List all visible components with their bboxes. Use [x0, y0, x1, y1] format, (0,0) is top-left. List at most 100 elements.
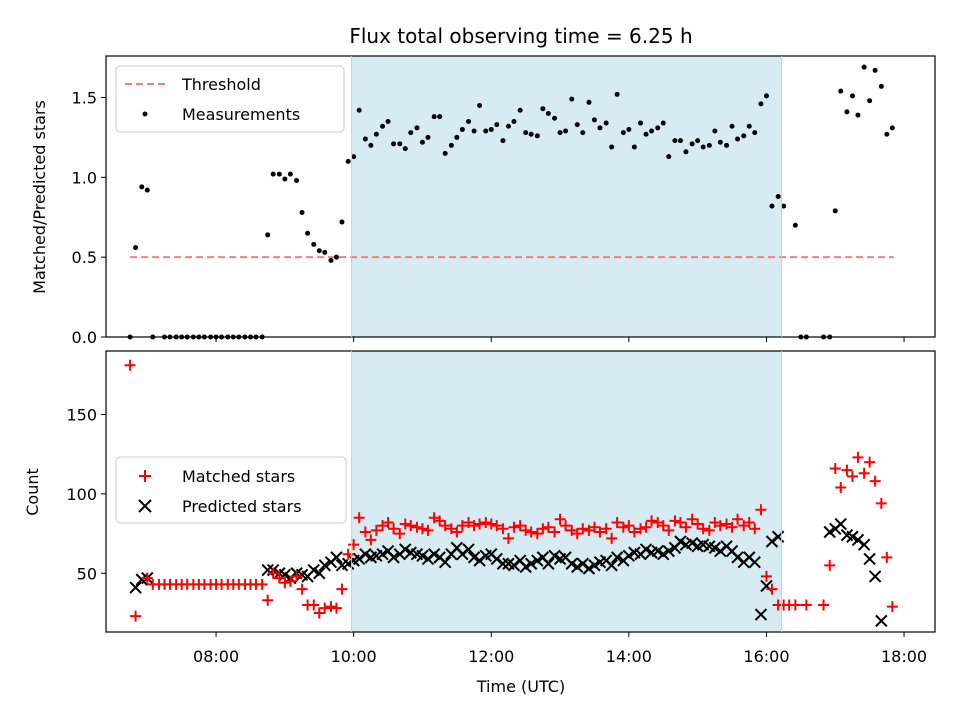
matched-point — [325, 601, 337, 613]
matched-point — [497, 523, 509, 535]
measurement-point — [356, 107, 362, 113]
matched-point — [480, 516, 492, 528]
matched-point — [663, 524, 675, 536]
matched-point — [445, 523, 457, 535]
measurement-point — [294, 178, 300, 184]
predicted-point — [318, 559, 331, 572]
top-observing-window — [351, 56, 782, 337]
matched-point — [852, 451, 864, 463]
matched-point — [284, 575, 296, 587]
predicted-point — [748, 555, 761, 569]
matched-point — [869, 475, 881, 487]
measurement-point — [735, 136, 741, 142]
matched-point — [623, 520, 635, 532]
measurement-point — [775, 194, 781, 199]
predicted-point — [313, 567, 326, 580]
bottom-y-tick-label: 150 — [66, 406, 97, 425]
measurement-point — [724, 142, 730, 148]
matched-point — [365, 534, 377, 546]
predicted-point — [542, 557, 555, 570]
matched-point — [308, 599, 320, 611]
matched-point — [434, 515, 446, 527]
measurement-point — [746, 123, 752, 129]
matched-point — [549, 526, 561, 538]
legend-matched-label: Matched stars — [182, 467, 295, 486]
measurement-point — [769, 203, 775, 209]
bottom-axes-frame — [105, 350, 936, 633]
matched-point — [732, 513, 744, 525]
predicted-point — [490, 552, 503, 566]
measurement-point — [763, 93, 769, 99]
matched-point — [875, 497, 887, 509]
matched-point — [841, 464, 853, 476]
measurement-point — [282, 176, 288, 182]
matched-point — [571, 528, 583, 540]
top-legend: Threshold Measurements — [115, 65, 345, 133]
measurement-point — [523, 130, 529, 136]
measurement-point — [144, 187, 150, 193]
matched-point — [657, 520, 669, 532]
matched-point — [669, 515, 681, 527]
matched-point — [886, 601, 898, 613]
x-tick-label: 16:00 — [743, 647, 789, 666]
chart-title: Flux total observing time = 6.25 h — [349, 24, 692, 48]
matched-point — [451, 526, 463, 538]
measurement-point — [425, 134, 431, 140]
measurement-point — [459, 126, 465, 132]
bottom-legend: Matched stars Predicted stars — [115, 456, 347, 524]
predicted-point — [129, 581, 142, 594]
matched-point — [370, 524, 382, 536]
matched-point — [296, 583, 308, 595]
predicted-point — [576, 557, 589, 570]
bottom-y-tick-label: 50 — [77, 564, 97, 583]
predicted-point — [863, 552, 876, 566]
matched-point — [124, 359, 136, 371]
predicted-point — [605, 559, 618, 572]
matched-point — [405, 520, 417, 532]
measurement-point — [861, 64, 867, 70]
legend-predicted-label: Predicted stars — [182, 497, 302, 516]
matched-point — [617, 521, 629, 533]
measurement-point — [631, 144, 637, 150]
legend-matched-swatch — [139, 470, 151, 482]
measurement-point — [643, 131, 649, 137]
measurement-point — [437, 114, 443, 120]
measurement-point — [867, 98, 873, 104]
measurement-point — [511, 118, 517, 124]
bottom-y-axis-label: Count — [23, 468, 42, 516]
measurement-point — [614, 91, 620, 97]
matched-point — [359, 526, 371, 538]
measurement-point — [380, 123, 386, 129]
predicted-point — [524, 557, 538, 570]
matched-point — [829, 462, 841, 474]
matched-point — [353, 512, 365, 524]
matched-point — [703, 524, 715, 536]
measurement-point — [322, 249, 328, 255]
matched-point — [279, 577, 291, 589]
measurement-point — [844, 109, 850, 115]
matched-point — [463, 516, 475, 528]
measurement-point — [729, 123, 735, 129]
predicted-point — [857, 538, 871, 551]
matched-point — [336, 583, 348, 595]
measurement-point — [402, 146, 408, 152]
measurement-point — [528, 131, 534, 137]
matched-point — [714, 520, 726, 532]
predicted-point — [456, 548, 469, 561]
legend-predicted-swatch — [138, 499, 152, 513]
matched-point — [594, 526, 606, 538]
measurement-point — [477, 102, 483, 108]
bottom-y-tick-label: 100 — [66, 485, 97, 504]
matched-point — [835, 482, 847, 494]
measurement-point — [552, 115, 558, 121]
matched-point — [491, 520, 503, 532]
matched-point — [881, 551, 893, 563]
matched-point — [789, 599, 801, 611]
matched-point — [628, 526, 640, 538]
matched-point — [474, 518, 486, 530]
measurement-point — [345, 158, 351, 164]
measurement-point — [591, 117, 597, 123]
measurement-point — [660, 120, 666, 126]
predicted-point — [330, 551, 343, 564]
x-tick-label: 10:00 — [331, 647, 377, 666]
